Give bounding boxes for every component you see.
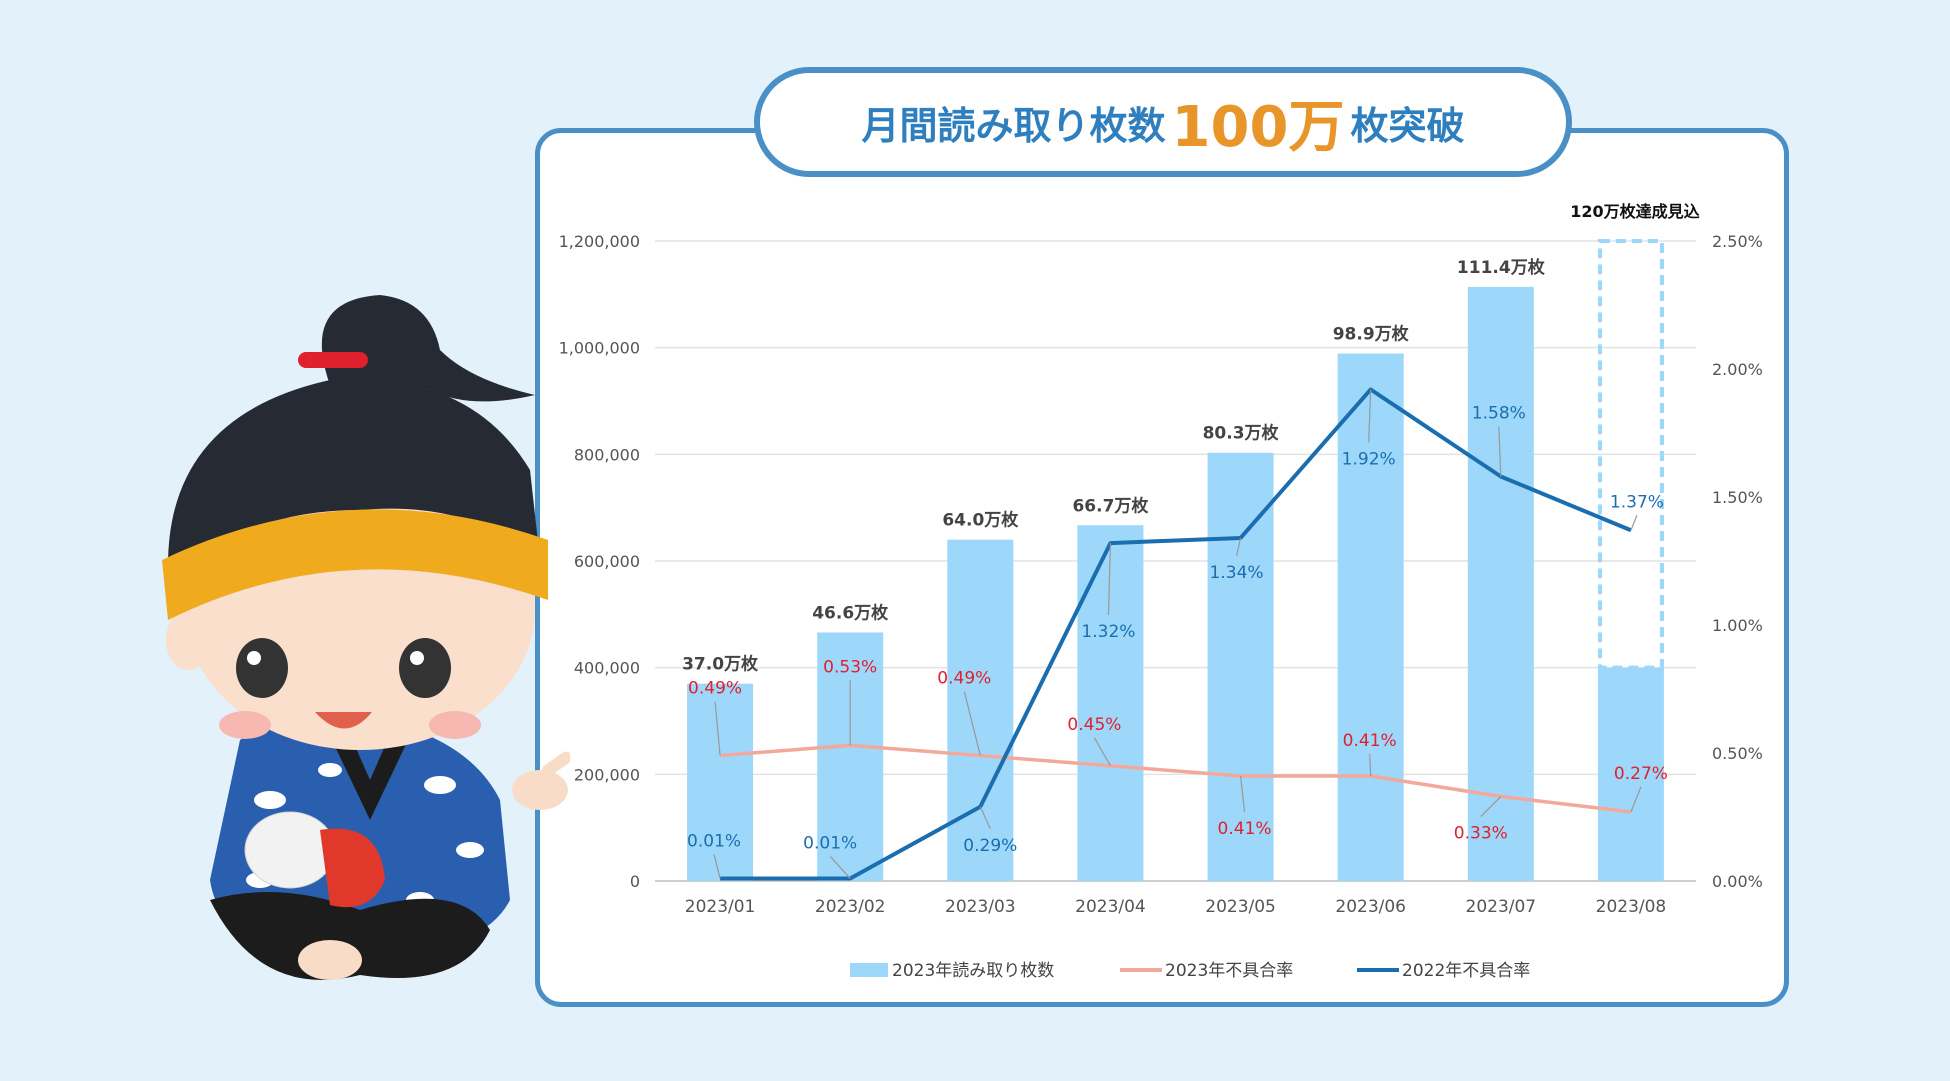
left-ear <box>166 610 210 670</box>
x-tick-label: 2023/02 <box>815 897 886 917</box>
rate-2022-leader-line <box>1107 543 1112 616</box>
line-2023-defect-rate <box>719 743 1632 814</box>
x-tick-label: 2023/08 <box>1596 897 1667 917</box>
y-left-tick-label: 400,000 <box>574 659 640 678</box>
y-right-tick-label: 0.50% <box>1712 744 1763 763</box>
title-highlight: 100万 <box>1171 94 1345 160</box>
y-left-tick-label: 1,200,000 <box>559 232 640 251</box>
bar-data-label: 46.6万枚 <box>812 602 889 623</box>
rate-2023-leader-line <box>1093 737 1111 767</box>
left-eye-highlight <box>247 651 261 665</box>
bar-data-label: 111.4万枚 <box>1457 257 1546 278</box>
y-right-tick-label: 2.00% <box>1712 360 1763 379</box>
rate-2023-data-label: 0.49% <box>688 679 742 699</box>
rate-2023-data-label: 0.53% <box>823 657 877 677</box>
right-eye <box>399 638 451 698</box>
pointing-finger <box>541 751 570 777</box>
rate-2022-data-label: 1.34% <box>1210 563 1264 583</box>
y-left-tick-label: 200,000 <box>574 765 640 784</box>
x-tick-label: 2023/03 <box>945 897 1016 917</box>
mascot-legs <box>210 892 490 980</box>
line-2022-defect-rate <box>720 387 1632 881</box>
red-sleeve <box>320 828 385 908</box>
bar <box>1467 286 1534 881</box>
headband <box>162 509 548 620</box>
legend-swatch-bar <box>850 963 888 977</box>
x-tick-label: 2023/06 <box>1335 897 1406 917</box>
bar <box>817 632 884 881</box>
foot <box>298 940 362 980</box>
rate-2023-data-label: 0.41% <box>1218 819 1272 839</box>
rate-2022-data-label: 1.92% <box>1342 449 1396 469</box>
y-right-tick-label: 0.00% <box>1712 872 1763 891</box>
rate-2023-leader-line <box>1630 786 1642 813</box>
rate-2023-leader-line <box>1239 775 1246 813</box>
bar-data-label: 66.7万枚 <box>1072 495 1149 516</box>
rate-2023-leader-line <box>1480 796 1502 817</box>
bar-data-label: 37.0万枚 <box>682 654 759 675</box>
y-left-tick-label: 1,000,000 <box>559 339 640 358</box>
rate-2022-leader-line <box>829 856 851 879</box>
bar <box>1337 353 1404 881</box>
legend-label: 2023年不具合率 <box>1165 961 1293 981</box>
y-left-tick-label: 600,000 <box>574 552 640 571</box>
y-right-tick-label: 1.50% <box>1712 488 1763 507</box>
x-tick-label: 2023/05 <box>1205 897 1276 917</box>
y-right-tick-label: 1.00% <box>1712 616 1763 635</box>
bar <box>1207 452 1274 881</box>
right-cheek <box>429 711 481 739</box>
rate-2023-data-label: 0.49% <box>937 669 991 689</box>
y-right-tick-label: 2.50% <box>1712 232 1763 251</box>
projection-label: 120万枚達成見込 <box>1570 202 1699 221</box>
rate-2023-leader-line <box>963 691 981 756</box>
rate-2022-data-label: 0.01% <box>687 831 741 851</box>
rate-2022-leader-line <box>979 806 991 830</box>
right-eye-highlight <box>410 651 424 665</box>
rate-2022-data-label: 0.29% <box>963 836 1017 856</box>
bar <box>947 539 1014 881</box>
rate-2022-leader-line <box>1235 537 1242 557</box>
ponytail <box>321 295 535 402</box>
rate-2023-data-label: 0.41% <box>1343 731 1397 751</box>
projection-box <box>1597 239 1664 670</box>
rate-2022-leader-line <box>1630 515 1638 531</box>
y-left-tick-label: 0 <box>630 872 640 891</box>
bar <box>1597 667 1664 881</box>
bar-data-label: 64.0万枚 <box>942 510 1019 531</box>
legend-label: 2023年読み取り枚数 <box>892 961 1054 981</box>
rate-2022-leader-line <box>1368 389 1372 443</box>
bar-data-label: 98.9万枚 <box>1333 324 1410 345</box>
title-text-before: 月間読み取り枚数 <box>861 103 1166 148</box>
rate-2022-leader-line <box>1498 426 1502 477</box>
rate-2022-data-label: 1.37% <box>1610 492 1664 512</box>
rate-2022-leader-line <box>713 854 721 879</box>
legend-label: 2022年不具合率 <box>1402 961 1530 981</box>
bar-data-label: 80.3万枚 <box>1203 423 1280 444</box>
hair-tie <box>298 352 368 368</box>
mascot-illustration <box>162 295 570 980</box>
x-tick-label: 2023/07 <box>1466 897 1537 917</box>
rate-2023-data-label: 0.33% <box>1454 824 1508 844</box>
rate-2023-leader-line <box>714 701 721 756</box>
y-left-tick-label: 800,000 <box>574 445 640 464</box>
title-text-after: 枚突破 <box>1350 103 1465 148</box>
bar <box>687 683 754 881</box>
left-eye <box>236 638 288 698</box>
pointing-hand <box>512 770 568 810</box>
x-tick-label: 2023/04 <box>1075 897 1146 917</box>
rate-2023-data-label: 0.27% <box>1614 764 1668 784</box>
title-banner: 月間読み取り枚数 100万 枚突破 <box>754 67 1572 177</box>
mascot-hair <box>168 379 540 600</box>
x-tick-label: 2023/01 <box>685 897 756 917</box>
rate-2022-data-label: 0.01% <box>803 833 857 853</box>
mouth <box>315 712 372 729</box>
rate-2023-data-label: 0.45% <box>1067 715 1121 735</box>
left-cheek <box>219 711 271 739</box>
rate-2023-leader-line <box>1369 754 1372 777</box>
rate-2022-data-label: 1.32% <box>1081 622 1135 642</box>
bar <box>1077 525 1144 881</box>
rate-2022-data-label: 1.58% <box>1472 404 1526 424</box>
